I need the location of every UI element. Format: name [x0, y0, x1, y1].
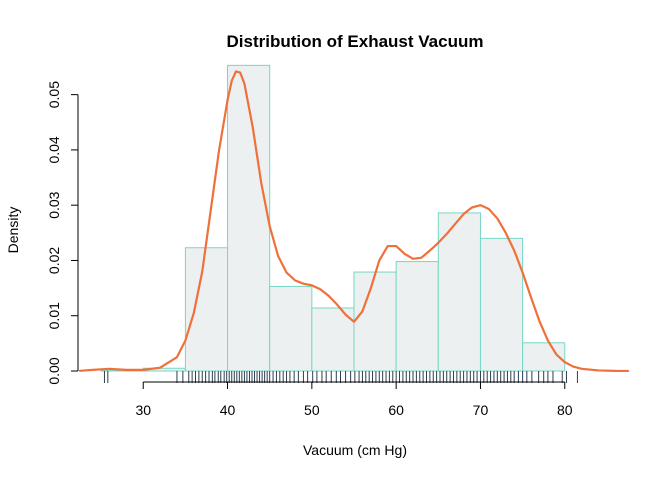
x-tick-label: 70: [473, 402, 489, 418]
histogram-bar: [184, 247, 229, 372]
y-tick-label: 0.04: [46, 136, 62, 163]
y-axis-label: Density: [5, 207, 21, 254]
x-axis-label: Vacuum (cm Hg): [303, 442, 407, 458]
x-tick-label: 60: [388, 402, 404, 418]
y-tick-label: 0.01: [46, 302, 62, 329]
histogram-bar: [353, 271, 397, 372]
rug-marks: [103, 371, 578, 383]
histogram-bar: [227, 64, 271, 372]
histogram-bar: [479, 237, 524, 372]
x-axis: 30 40 50 60 70 80: [135, 381, 573, 418]
y-axis: 0.00 0.01 0.02 0.03 0.04 0.05: [46, 81, 79, 385]
histogram-bar: [395, 261, 439, 372]
y-tick-label: 0.03: [46, 191, 62, 218]
x-tick-label: 50: [304, 402, 320, 418]
density-curve: [78, 70, 630, 373]
histogram-bar: [269, 285, 313, 372]
y-tick-label: 0.02: [46, 247, 62, 274]
chart-title: Distribution of Exhaust Vacuum: [227, 32, 484, 51]
x-tick-label: 80: [557, 402, 573, 418]
y-tick-label: 0.05: [46, 81, 62, 108]
histogram-bars: [100, 64, 566, 372]
x-tick-label: 30: [135, 402, 151, 418]
histogram-bar: [437, 212, 481, 372]
y-tick-label: 0.00: [46, 357, 62, 384]
x-tick-label: 40: [220, 402, 236, 418]
